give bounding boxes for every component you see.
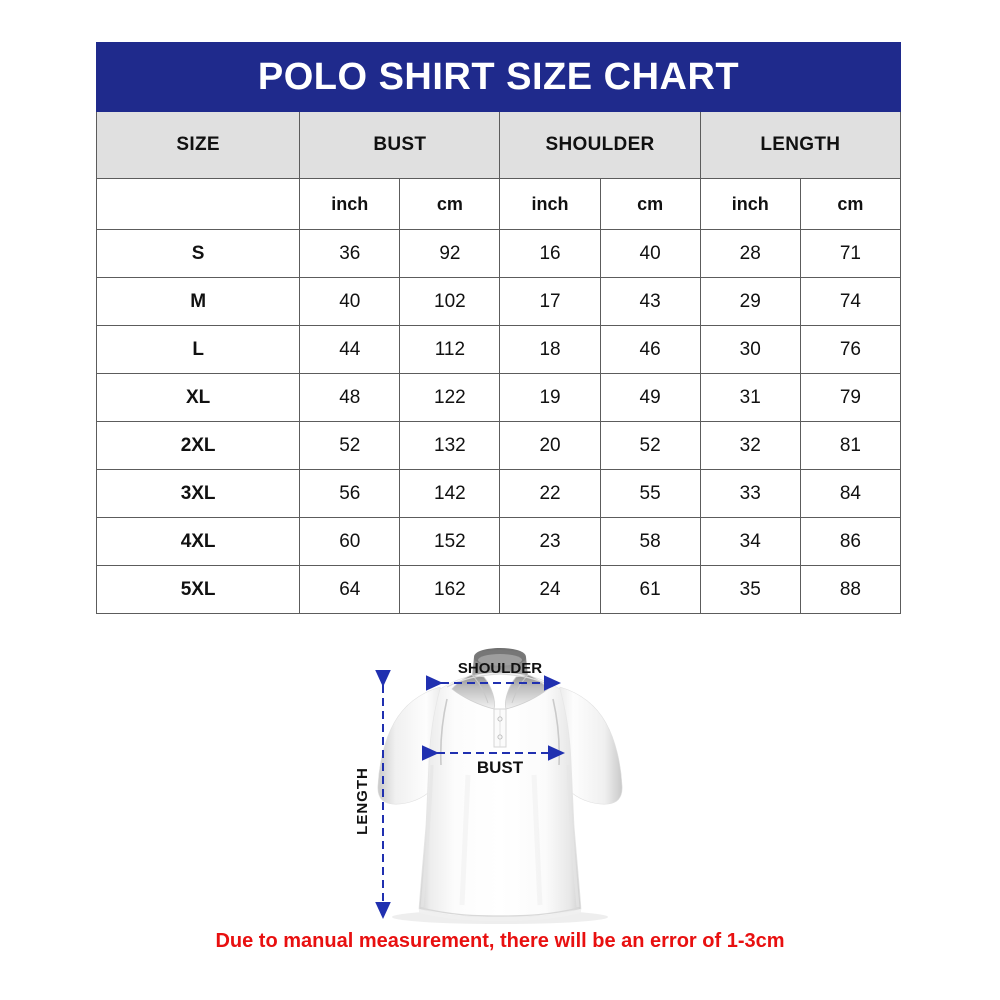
cell-length-cm: 88 <box>799 565 902 614</box>
title-row: POLO SHIRT SIZE CHART <box>96 42 901 112</box>
group-header-row: SIZE BUST SHOULDER LENGTH <box>95 111 902 179</box>
cell-length-inch: 34 <box>699 517 801 566</box>
cell-bust-cm: 102 <box>399 277 501 326</box>
cell-shoulder-cm: 46 <box>599 325 701 374</box>
cell-bust-inch: 40 <box>299 277 401 326</box>
unit-bust-cm: cm <box>399 178 501 230</box>
cell-size: XL <box>95 373 301 422</box>
cell-bust-cm: 132 <box>399 421 501 470</box>
column-header-shoulder: SHOULDER <box>499 111 701 179</box>
cell-length-inch: 35 <box>699 565 801 614</box>
cell-size: M <box>95 277 301 326</box>
unit-length-cm: cm <box>799 178 902 230</box>
cell-length-inch: 32 <box>699 421 801 470</box>
cell-shoulder-cm: 52 <box>599 421 701 470</box>
column-header-bust: BUST <box>299 111 501 179</box>
table-row: 3XL 56 142 22 55 33 84 <box>95 469 902 518</box>
cell-length-cm: 81 <box>799 421 902 470</box>
cell-size: 2XL <box>95 421 301 470</box>
column-header-size: SIZE <box>95 111 301 179</box>
cell-bust-cm: 152 <box>399 517 501 566</box>
cell-length-cm: 71 <box>799 229 902 278</box>
cell-shoulder-cm: 55 <box>599 469 701 518</box>
cell-shoulder-cm: 49 <box>599 373 701 422</box>
cell-bust-inch: 52 <box>299 421 401 470</box>
cell-bust-inch: 36 <box>299 229 401 278</box>
cell-bust-cm: 122 <box>399 373 501 422</box>
table-row: 2XL 52 132 20 52 32 81 <box>95 421 902 470</box>
size-chart-table: POLO SHIRT SIZE CHART SIZE BUST SHOULDER… <box>95 42 902 614</box>
cell-length-inch: 33 <box>699 469 801 518</box>
size-chart-table-container: POLO SHIRT SIZE CHART SIZE BUST SHOULDER… <box>95 42 902 614</box>
cell-bust-inch: 48 <box>299 373 401 422</box>
cell-bust-inch: 60 <box>299 517 401 566</box>
cell-length-cm: 86 <box>799 517 902 566</box>
cell-shoulder-cm: 61 <box>599 565 701 614</box>
table-row: 5XL 64 162 24 61 35 88 <box>95 565 902 614</box>
bust-label: BUST <box>477 758 524 777</box>
unit-header-row: inch cm inch cm inch cm <box>95 178 902 230</box>
cell-length-cm: 84 <box>799 469 902 518</box>
cell-length-inch: 31 <box>699 373 801 422</box>
cell-shoulder-cm: 40 <box>599 229 701 278</box>
cell-shoulder-inch: 19 <box>499 373 601 422</box>
cell-shoulder-inch: 20 <box>499 421 601 470</box>
table-row: M 40 102 17 43 29 74 <box>95 277 902 326</box>
cell-length-cm: 74 <box>799 277 902 326</box>
unit-shoulder-cm: cm <box>599 178 701 230</box>
shoulder-label: SHOULDER <box>458 660 542 677</box>
cell-bust-inch: 64 <box>299 565 401 614</box>
button-top <box>497 716 503 722</box>
cell-bust-cm: 112 <box>399 325 501 374</box>
unit-shoulder-inch: inch <box>499 178 601 230</box>
cell-length-inch: 30 <box>699 325 801 374</box>
cell-length-inch: 29 <box>699 277 801 326</box>
cell-size: 4XL <box>95 517 301 566</box>
cell-length-inch: 28 <box>699 229 801 278</box>
cell-size: 3XL <box>95 469 301 518</box>
table-row: 4XL 60 152 23 58 34 86 <box>95 517 902 566</box>
cell-size: L <box>95 325 301 374</box>
cell-bust-cm: 142 <box>399 469 501 518</box>
length-label: LENGTH <box>354 767 371 835</box>
cell-bust-cm: 162 <box>399 565 501 614</box>
cell-size: 5XL <box>95 565 301 614</box>
cell-length-cm: 76 <box>799 325 902 374</box>
unit-cell-blank <box>95 178 301 230</box>
cell-shoulder-inch: 23 <box>499 517 601 566</box>
cell-size: S <box>95 229 301 278</box>
cell-length-cm: 79 <box>799 373 902 422</box>
polo-shirt-illustration <box>377 648 623 924</box>
cell-bust-cm: 92 <box>399 229 501 278</box>
cell-shoulder-cm: 43 <box>599 277 701 326</box>
cell-bust-inch: 56 <box>299 469 401 518</box>
table-row: S 36 92 16 40 28 71 <box>95 229 902 278</box>
page-title: POLO SHIRT SIZE CHART <box>96 42 901 112</box>
unit-bust-inch: inch <box>299 178 401 230</box>
measurement-disclaimer: Due to manual measurement, there will be… <box>215 930 785 952</box>
cell-shoulder-inch: 17 <box>499 277 601 326</box>
column-header-length: LENGTH <box>699 111 902 179</box>
cell-shoulder-cm: 58 <box>599 517 701 566</box>
unit-length-inch: inch <box>699 178 801 230</box>
button-bottom <box>497 734 503 740</box>
cell-shoulder-inch: 18 <box>499 325 601 374</box>
cell-shoulder-inch: 22 <box>499 469 601 518</box>
cell-bust-inch: 44 <box>299 325 401 374</box>
cell-shoulder-inch: 16 <box>499 229 601 278</box>
cell-shoulder-inch: 24 <box>499 565 601 614</box>
table-row: L 44 112 18 46 30 76 <box>95 325 902 374</box>
table-row: XL 48 122 19 49 31 79 <box>95 373 902 422</box>
measurement-diagram: SHOULDER BUST LENGTH <box>0 625 1000 930</box>
